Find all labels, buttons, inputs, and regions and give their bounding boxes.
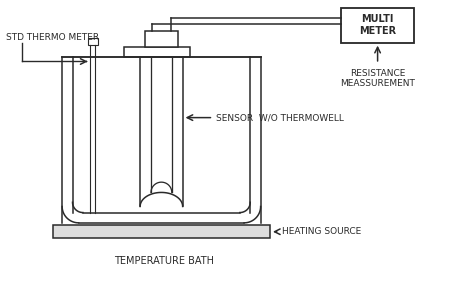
Text: RESISTANCE
MEASSUREMENT: RESISTANCE MEASSUREMENT <box>340 69 415 88</box>
Text: TEMPERATURE BATH: TEMPERATURE BATH <box>114 255 214 266</box>
Text: STD THERMO METER: STD THERMO METER <box>6 33 100 42</box>
Text: MULTI
METER: MULTI METER <box>359 14 396 36</box>
Bar <box>53 225 270 238</box>
Text: HEATING SOURCE: HEATING SOURCE <box>282 227 361 236</box>
Bar <box>88 38 98 45</box>
Bar <box>341 8 414 43</box>
Bar <box>124 47 190 57</box>
Text: SENSOR  W/O THERMOWELL: SENSOR W/O THERMOWELL <box>216 113 344 122</box>
Bar <box>145 31 178 47</box>
